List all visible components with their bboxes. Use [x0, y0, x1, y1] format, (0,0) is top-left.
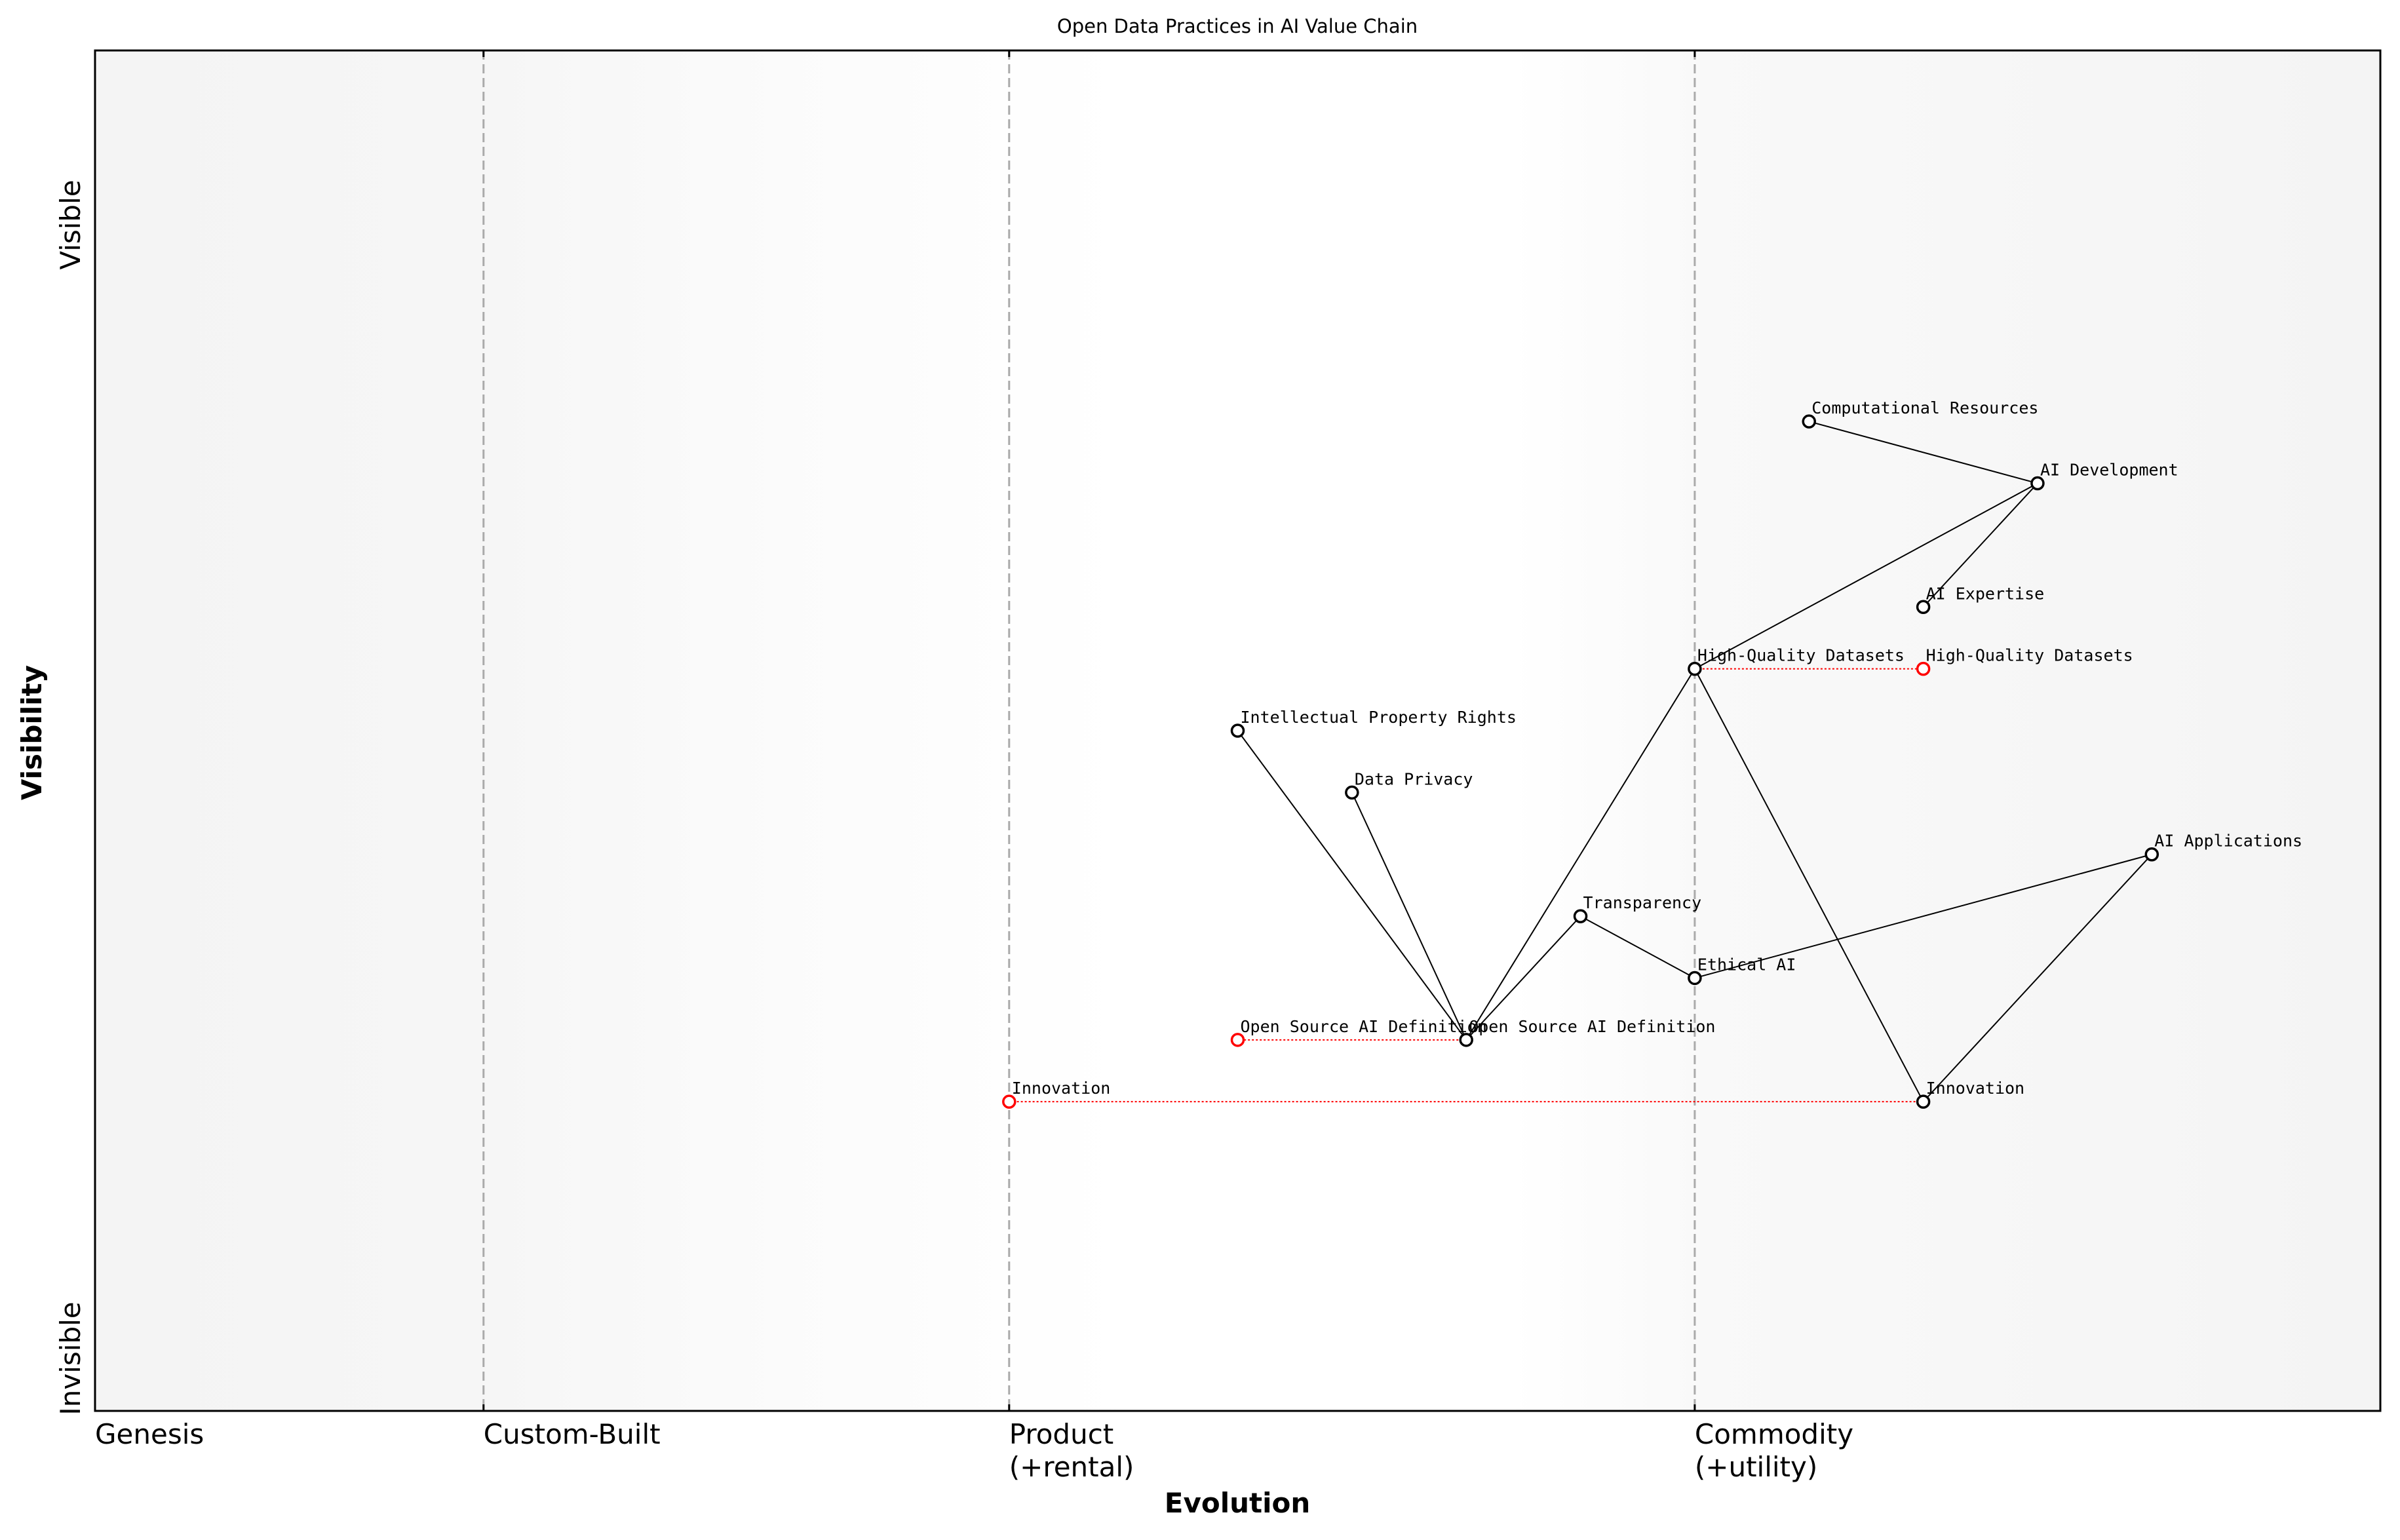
stage-label: Commodity (+utility) [1695, 1418, 1853, 1483]
invisible-label: Invisible [54, 1301, 87, 1415]
link [1237, 730, 1467, 1041]
component-label: Data Privacy [1355, 769, 1473, 788]
component [2030, 476, 2045, 491]
component [1573, 909, 1588, 923]
evolved-component-label: Open Source AI Definition [1241, 1017, 1487, 1036]
component [1916, 1094, 1931, 1109]
component-label: Innovation [1926, 1079, 2025, 1098]
component-label: AI Development [2040, 461, 2178, 480]
component-label: Transparency [1583, 893, 1702, 912]
evolved-component [1002, 1094, 1016, 1109]
evolved-component [1230, 1033, 1245, 1047]
link [1351, 792, 1467, 1041]
component [1688, 971, 1702, 986]
component-label: Open Source AI Definition [1469, 1017, 1715, 1036]
evolved-component [1916, 661, 1931, 676]
component-label: Computational Resources [1811, 398, 2038, 417]
link [1922, 854, 2153, 1102]
mark-layer: High-Quality Datasets Open Source AI Defi… [1002, 398, 2302, 1109]
component-label: AI Expertise [1926, 584, 2045, 603]
link [1694, 482, 2038, 670]
link [1922, 482, 2038, 607]
grid-layer: Genesis Custom-Built Product (+rental) Commo… [94, 50, 1853, 1483]
link-layer [1009, 421, 2153, 1103]
component [2144, 847, 2159, 862]
y-axis-label: Visibility [16, 665, 48, 800]
evolved-component-label: Innovation [1012, 1079, 1111, 1098]
component-label: AI Applications [2154, 832, 2302, 851]
component [1802, 414, 1816, 429]
link [1465, 668, 1695, 1041]
link [1465, 915, 1581, 1041]
chart-title: Open Data Practices in AI Value Chain [1057, 15, 1418, 37]
component [1916, 600, 1931, 615]
link [1694, 668, 1924, 1102]
link [1808, 421, 2038, 484]
stage-label: Genesis [95, 1418, 204, 1450]
stage-label: Product (+rental) [1009, 1418, 1134, 1483]
component-label: High-Quality Datasets [1697, 646, 1905, 665]
component [1345, 785, 1359, 800]
evolved-component-label: High-Quality Datasets [1926, 646, 2133, 665]
component [1688, 661, 1702, 676]
link [1580, 915, 1695, 979]
link [1694, 853, 2152, 979]
component [1230, 723, 1245, 738]
stage-label: Custom-Built [484, 1418, 661, 1450]
component [1459, 1033, 1473, 1047]
component-label: Ethical AI [1697, 955, 1796, 974]
plot-frame [94, 49, 2382, 1412]
x-axis-label: Evolution [1165, 1487, 1310, 1519]
component-label: Intellectual Property Rights [1241, 708, 1517, 727]
visible-label: Visible [54, 180, 87, 269]
